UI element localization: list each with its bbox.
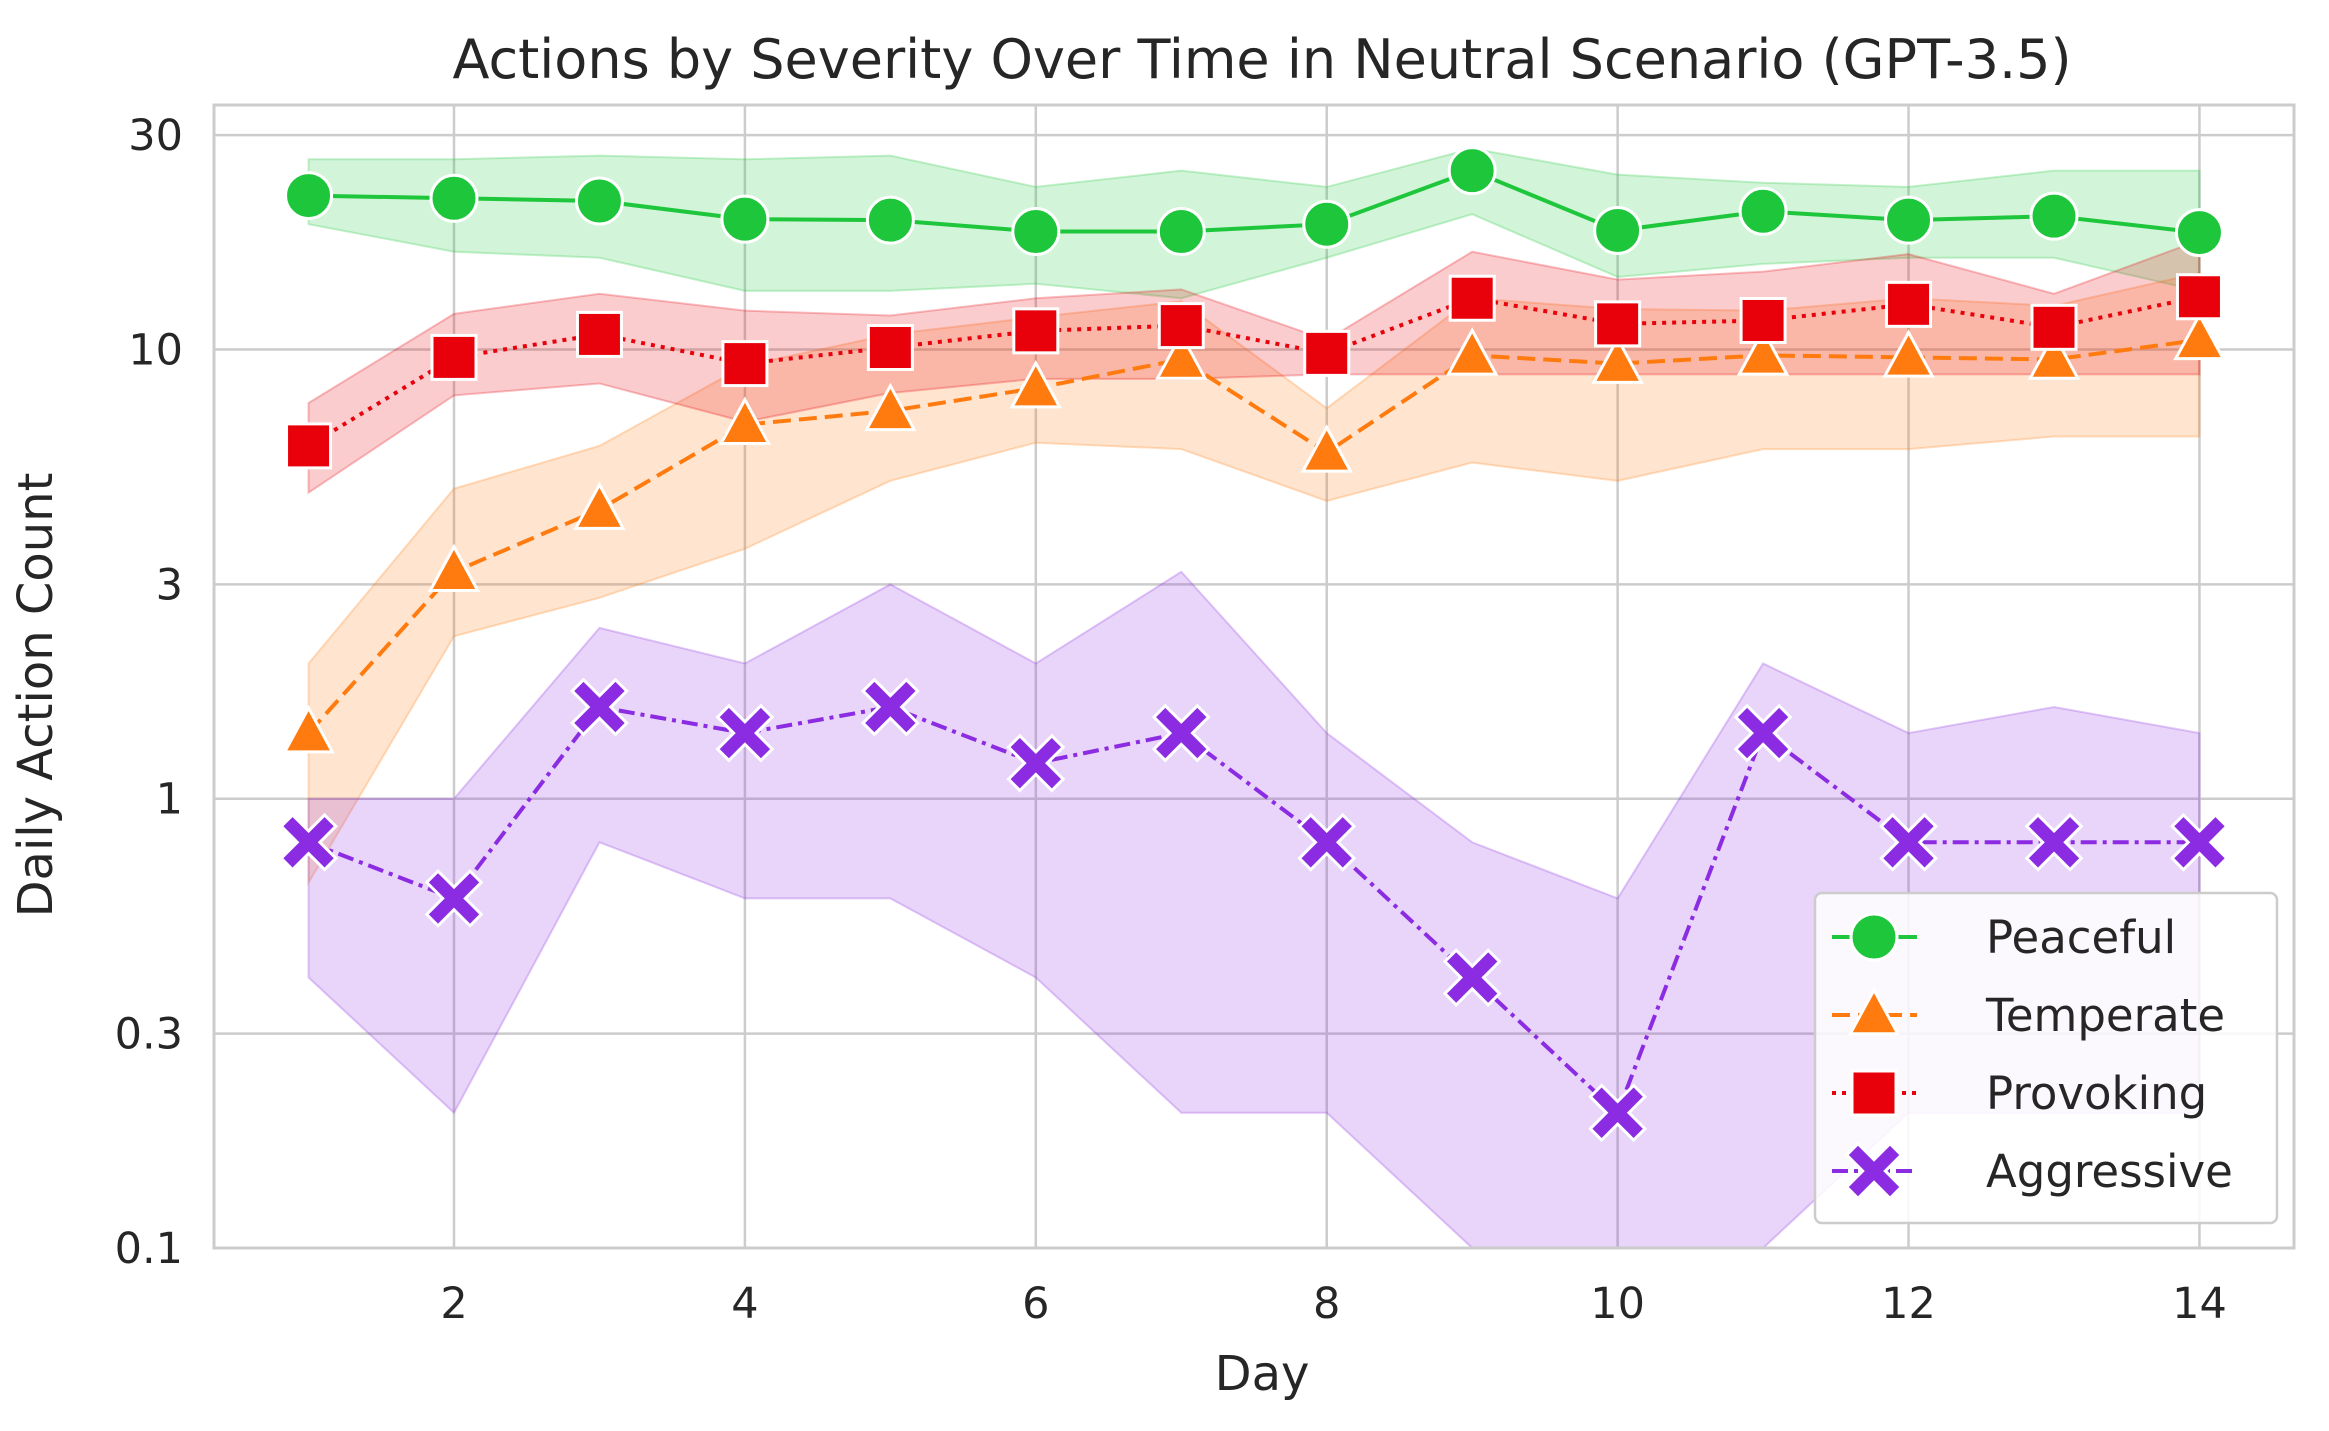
data-point <box>1591 335 1644 384</box>
data-point <box>430 333 478 381</box>
data-point <box>284 171 334 221</box>
legend-item: Aggressive <box>1832 1141 2233 1201</box>
series-markers <box>279 146 2229 1143</box>
y-tick-label: 0.1 <box>115 1224 183 1274</box>
data-point <box>1882 329 1935 378</box>
series-line <box>307 294 2200 448</box>
data-point <box>1588 1083 1648 1143</box>
data-point <box>574 176 624 226</box>
data-point <box>1445 327 1499 376</box>
data-point <box>575 310 623 358</box>
data-point <box>279 812 338 872</box>
data-point <box>573 481 626 530</box>
y-tick-label: 10 <box>128 325 183 375</box>
y-tick-label: 30 <box>128 111 183 161</box>
data-point <box>429 173 479 223</box>
data-point <box>1885 280 1933 328</box>
data-point <box>1156 207 1206 257</box>
data-point <box>1847 986 1901 1036</box>
data-point <box>285 422 333 470</box>
data-point <box>1849 912 1899 962</box>
data-point <box>2027 331 2081 380</box>
data-point <box>1155 331 1208 380</box>
data-point <box>282 704 335 754</box>
legend-label: Temperate <box>1985 989 2225 1042</box>
y-axis-label: Daily Action Count <box>8 473 64 918</box>
data-point <box>1850 1069 1898 1117</box>
series-line <box>307 337 2200 735</box>
data-point <box>2170 812 2229 872</box>
data-point <box>864 382 917 432</box>
x-tick-label: 6 <box>1022 1279 1049 1329</box>
tick-labels: 2 4 6 8 10 12 14 0.1 0.3 1 3 10 30 <box>115 111 2227 1329</box>
y-tick-label: 1 <box>156 775 183 825</box>
data-point <box>1448 274 1496 322</box>
data-point <box>2024 812 2084 872</box>
y-tick-label: 0.3 <box>115 1010 183 1060</box>
data-point <box>1738 186 1788 236</box>
data-point <box>2174 208 2224 258</box>
legend-label: Aggressive <box>1986 1145 2233 1198</box>
confidence-bands <box>307 147 2201 1249</box>
data-point <box>1879 812 1938 872</box>
data-point <box>1593 205 1643 255</box>
legend-item: Peaceful <box>1832 911 2176 964</box>
data-point <box>1736 327 1790 376</box>
data-point <box>715 703 775 763</box>
x-tick-label: 14 <box>2172 1279 2227 1329</box>
data-point <box>1594 300 1642 348</box>
data-point <box>1302 199 1352 249</box>
data-point <box>1442 948 1502 1007</box>
data-point <box>860 677 920 737</box>
data-point <box>1884 195 1934 245</box>
data-point <box>866 323 914 371</box>
x-tick-label: 12 <box>1881 1279 1936 1329</box>
data-point <box>1297 812 1357 872</box>
data-point <box>1303 329 1351 377</box>
data-point <box>720 194 770 244</box>
data-point <box>1012 307 1060 355</box>
x-axis-label: Day <box>1215 1346 1310 1402</box>
data-point <box>1447 146 1497 196</box>
legend-label: Peaceful <box>1986 911 2176 964</box>
data-point <box>424 868 484 928</box>
data-point <box>2030 303 2078 351</box>
legend: Peaceful Temperate Provoking Aggressive <box>1813 891 2279 1225</box>
data-point <box>865 195 915 245</box>
x-tick-label: 8 <box>1313 1279 1340 1329</box>
confidence-band <box>307 271 2201 887</box>
data-point <box>1300 424 1353 473</box>
plot-frame <box>212 103 2296 1250</box>
chart-title: Actions by Severity Over Time in Neutral… <box>452 28 2071 91</box>
data-point <box>1009 360 1063 409</box>
legend-item: Provoking <box>1832 1067 2207 1120</box>
legend-label: Provoking <box>1986 1067 2207 1120</box>
data-point <box>1006 733 1066 793</box>
series-line <box>307 704 2200 1117</box>
data-point <box>1151 703 1211 763</box>
legend-item: Temperate <box>1832 986 2225 1042</box>
y-tick-label: 3 <box>156 560 183 610</box>
x-tick-label: 4 <box>731 1279 758 1329</box>
data-point <box>718 396 772 445</box>
data-point <box>1157 302 1205 350</box>
legend-box <box>1813 891 2279 1225</box>
data-point <box>570 677 629 737</box>
data-point <box>2173 311 2226 361</box>
data-point <box>427 543 481 593</box>
data-point <box>721 340 769 388</box>
data-point <box>2175 273 2223 321</box>
data-point <box>1733 703 1793 763</box>
x-tick-label: 2 <box>440 1279 467 1329</box>
x-tick-label: 10 <box>1590 1279 1645 1329</box>
data-point <box>1011 207 1061 257</box>
data-point <box>1739 296 1787 344</box>
confidence-band <box>307 238 2201 495</box>
data-point <box>1844 1141 1904 1201</box>
data-point <box>2029 191 2079 241</box>
